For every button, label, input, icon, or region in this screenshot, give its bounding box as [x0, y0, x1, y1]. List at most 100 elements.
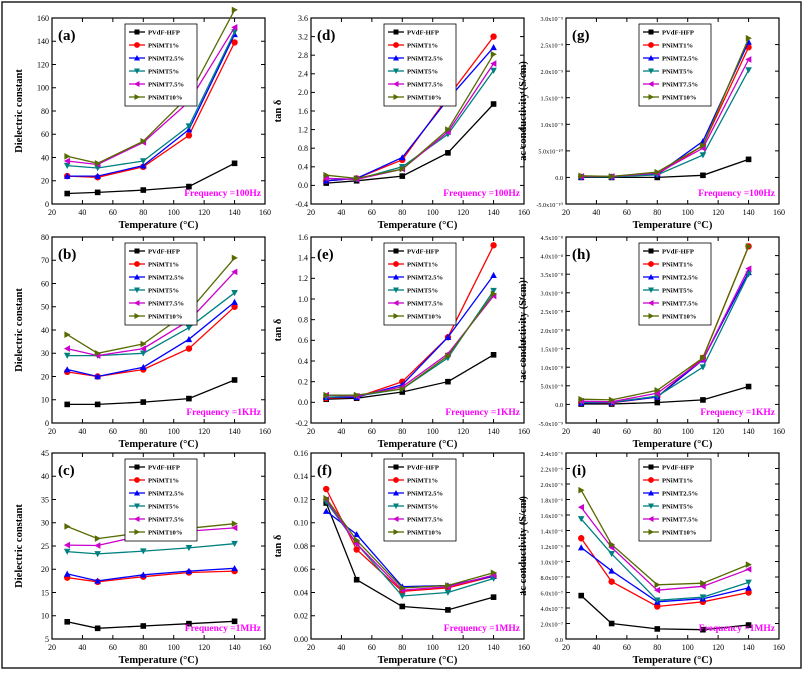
data-point: [231, 24, 238, 31]
data-point: [185, 345, 193, 352]
x-tick-label: 40: [337, 208, 345, 217]
data-point: [94, 373, 101, 380]
data-point: [577, 503, 585, 511]
data-point: [608, 173, 615, 180]
y-tick-label: 3.0x10⁻⁹: [541, 16, 563, 23]
y-tick-label: 0.0: [298, 398, 308, 407]
legend-marker: [393, 29, 399, 35]
y-tick-label: 80: [41, 107, 49, 116]
data-point: [399, 165, 406, 173]
data-point: [444, 589, 452, 596]
y-tick-label: 0.02: [294, 612, 308, 621]
x-tick-label: 20: [48, 643, 56, 652]
x-axis-label: Temperature (°C): [378, 655, 458, 666]
legend-marker: [134, 274, 140, 280]
y-tick-label: 60: [41, 279, 49, 288]
y-tick-label: 0.10: [294, 519, 308, 528]
x-tick-label: 80: [139, 208, 147, 217]
legend-marker: [393, 261, 399, 267]
data-point: [700, 579, 707, 587]
legend-marker: [393, 55, 399, 61]
x-tick-label: 40: [592, 427, 600, 436]
x-tick-label: 80: [398, 427, 406, 436]
data-point: [745, 265, 752, 272]
panel-i: 20 40 60 80 100 120 140 160 0.0 2.0x10⁻⁷ 4.0x10⁻⁷ 6…: [518, 451, 785, 666]
legend-entry-label: PVdF-HFP: [148, 465, 180, 472]
x-tick-label: 140: [229, 427, 241, 436]
y-tick-label: -5.0x10⁻¹⁰: [536, 202, 563, 209]
data-point: [490, 60, 497, 67]
data-point: [63, 345, 71, 352]
panel-label: (c): [58, 463, 75, 479]
data-point: [94, 625, 101, 632]
y-tick-label: 4.0x10⁻⁷: [541, 606, 563, 613]
data-point: [231, 377, 238, 383]
y-tick-label: 2.0x10⁻⁹: [541, 69, 563, 76]
data-point: [490, 287, 497, 295]
y-tick-label: 3.6: [298, 14, 308, 23]
data-point: [64, 523, 71, 530]
data-point: [140, 187, 147, 193]
legend-entry-label: PNiMT2.5%: [407, 491, 443, 498]
data-point: [399, 584, 406, 592]
legend-entry-label: PNiMT5%: [148, 504, 179, 511]
panel-label: (e): [317, 247, 334, 263]
data-point: [63, 162, 71, 169]
x-tick-label: 60: [109, 427, 117, 436]
legend-entry-label: PVdF-HFP: [662, 249, 694, 256]
legend-entry-label: PNiMT1%: [407, 262, 438, 269]
legend-marker: [393, 42, 399, 48]
x-tick-label: 60: [623, 208, 631, 217]
legend-box: [383, 242, 457, 326]
y-tick-label: 40: [41, 153, 49, 162]
data-point: [140, 137, 147, 145]
data-point: [63, 172, 71, 179]
data-point: [399, 385, 406, 393]
data-point: [231, 565, 238, 572]
x-tick-label: 120: [457, 208, 469, 217]
legend-entry-label: PNiMT2.5%: [662, 491, 698, 498]
data-point: [323, 485, 330, 493]
x-tick-label: 100: [168, 643, 180, 652]
data-point: [745, 56, 752, 63]
legend-entry-label: PNiMT1%: [148, 43, 179, 50]
x-tick-label: 160: [773, 643, 785, 652]
data-point: [398, 164, 406, 171]
legend-marker: [134, 313, 140, 319]
legend-marker: [393, 94, 399, 100]
data-point: [490, 67, 497, 74]
legend-entry-label: PNiMT10%: [407, 314, 441, 321]
frequency-label: Frequency =1MHz: [185, 624, 262, 634]
y-tick-label: 1.5x10⁻⁸: [541, 346, 563, 353]
y-tick-label: 0.00: [294, 635, 308, 644]
data-point: [64, 401, 71, 408]
x-tick-label: 60: [368, 643, 376, 652]
legend-entry-label: PNiMT5%: [148, 288, 179, 295]
data-point: [745, 589, 752, 596]
data-point: [94, 577, 101, 584]
legend-entry-label: PNiMT10%: [662, 530, 696, 537]
x-tick-label: 80: [653, 427, 661, 436]
panel-label: (b): [58, 247, 76, 263]
legend-entry-label: PNiMT2.5%: [148, 275, 184, 282]
y-tick-label: 80: [41, 233, 49, 242]
legend-marker: [648, 42, 654, 48]
y-tick-label: 2.4: [298, 70, 308, 79]
y-tick-label: 30: [41, 519, 49, 528]
data-point: [700, 172, 706, 179]
data-point: [94, 160, 101, 167]
y-axis-label: Dielectric constant: [14, 504, 25, 588]
legend-entry-label: PNiMT10%: [407, 530, 441, 537]
data-point: [745, 243, 752, 250]
data-point: [323, 391, 330, 399]
legend-entry-label: PNiMT1%: [662, 478, 693, 485]
data-point: [64, 153, 71, 160]
x-tick-label: 20: [307, 427, 315, 436]
data-point: [490, 50, 497, 58]
data-point: [578, 592, 585, 599]
x-axis-label: Temperature (°C): [378, 220, 458, 231]
panel-label: (i): [572, 463, 586, 479]
y-tick-label: 35: [41, 495, 49, 504]
x-tick-label: 40: [78, 427, 86, 436]
